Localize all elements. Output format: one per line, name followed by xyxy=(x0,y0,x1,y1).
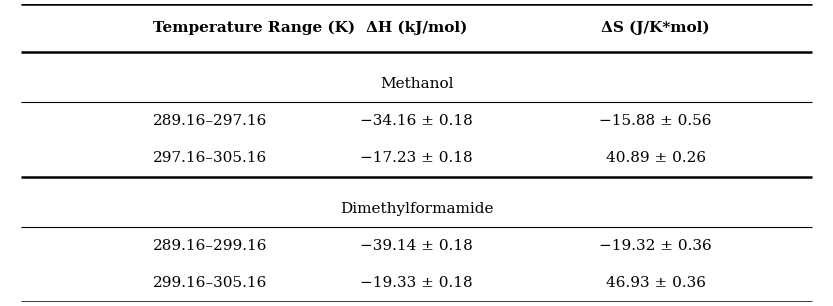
Text: ΔH (kJ/mol): ΔH (kJ/mol) xyxy=(366,21,467,35)
Text: Temperature Range (K): Temperature Range (K) xyxy=(152,21,355,35)
Text: −34.16 ± 0.18: −34.16 ± 0.18 xyxy=(360,114,473,128)
Text: 297.16–305.16: 297.16–305.16 xyxy=(152,151,267,165)
Text: −19.33 ± 0.18: −19.33 ± 0.18 xyxy=(360,276,473,290)
Text: 46.93 ± 0.36: 46.93 ± 0.36 xyxy=(606,276,706,290)
Text: 289.16–299.16: 289.16–299.16 xyxy=(152,239,267,253)
Text: −39.14 ± 0.18: −39.14 ± 0.18 xyxy=(360,239,473,253)
Text: 289.16–297.16: 289.16–297.16 xyxy=(152,114,267,128)
Text: Methanol: Methanol xyxy=(380,77,453,91)
Text: −19.32 ± 0.36: −19.32 ± 0.36 xyxy=(599,239,712,253)
Text: 40.89 ± 0.26: 40.89 ± 0.26 xyxy=(606,151,706,165)
Text: −15.88 ± 0.56: −15.88 ± 0.56 xyxy=(600,114,712,128)
Text: −17.23 ± 0.18: −17.23 ± 0.18 xyxy=(360,151,473,165)
Text: ΔS (J/K*mol): ΔS (J/K*mol) xyxy=(601,21,710,35)
Text: 299.16–305.16: 299.16–305.16 xyxy=(152,276,267,290)
Text: Dimethylformamide: Dimethylformamide xyxy=(340,202,493,216)
